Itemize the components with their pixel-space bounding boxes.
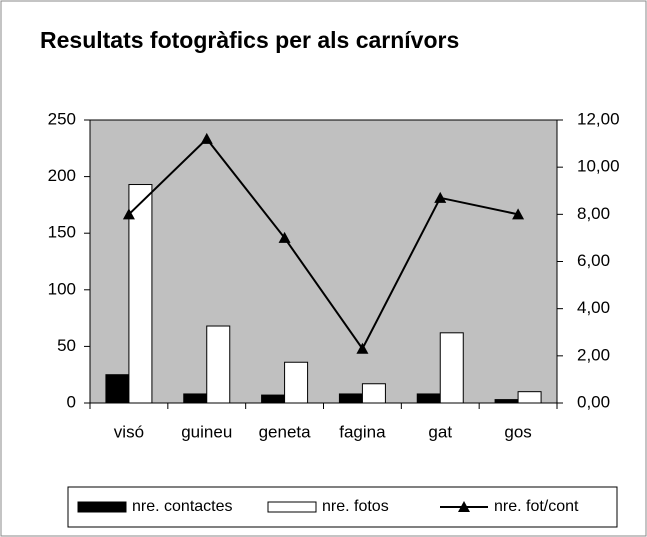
line	[128, 137, 519, 351]
y2-tick-label: 6,00	[577, 251, 610, 270]
y-tick-label: 100	[48, 279, 76, 298]
legend-label: nre. fot/cont	[494, 498, 579, 515]
y2-tick-label: 2,00	[577, 345, 610, 364]
marker	[512, 208, 525, 220]
legend-swatch	[267, 501, 317, 513]
y2-tick-label: 4,00	[577, 298, 610, 317]
y-tick-label: 200	[48, 166, 76, 185]
bar	[105, 374, 130, 404]
bar	[183, 393, 208, 404]
x-tick-label: fagina	[339, 422, 386, 441]
bar	[416, 393, 441, 404]
plot-area	[89, 119, 558, 404]
legend-label: nre. fotos	[322, 498, 389, 515]
y-tick-label: 150	[48, 223, 76, 242]
x-tick-label: visó	[114, 422, 144, 441]
marker	[278, 231, 291, 243]
bar	[261, 394, 286, 404]
bar	[338, 393, 363, 404]
y-tick-label: 50	[57, 336, 76, 355]
y2-tick-label: 0,00	[577, 392, 610, 411]
legend-swatch	[77, 501, 127, 513]
bar	[206, 325, 231, 404]
bar	[517, 391, 542, 404]
bar	[439, 332, 464, 404]
x-tick-label: gos	[504, 422, 531, 441]
x-tick-label: gat	[428, 422, 452, 441]
y2-tick-label: 10,00	[577, 157, 620, 176]
bar	[361, 383, 386, 404]
chart-title: Resultats fotogràfics per als carnívors	[40, 27, 459, 53]
legend-box	[67, 486, 618, 528]
bar	[494, 399, 519, 404]
x-tick-label: guineu	[181, 422, 232, 441]
marker	[200, 132, 213, 144]
y2-tick-label: 12,00	[577, 109, 620, 128]
marker	[356, 342, 369, 354]
x-tick-label: geneta	[259, 422, 312, 441]
y-tick-label: 250	[48, 109, 76, 128]
marker	[434, 191, 447, 203]
legend-marker	[458, 501, 470, 512]
bar	[128, 184, 153, 404]
y-tick-label: 0	[67, 392, 76, 411]
bar	[284, 361, 309, 404]
marker	[122, 208, 135, 220]
y2-tick-label: 8,00	[577, 204, 610, 223]
legend-label: nre. contactes	[132, 498, 233, 515]
